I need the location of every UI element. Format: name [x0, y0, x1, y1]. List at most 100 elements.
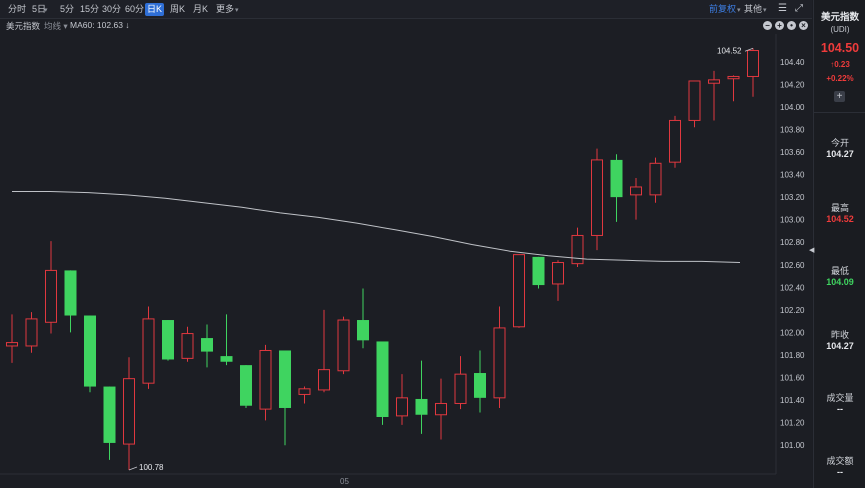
- candle: [415, 360, 428, 434]
- toolbar-menu-icon[interactable]: ☰: [778, 3, 787, 14]
- stat-value: 104.27: [826, 341, 854, 351]
- candle-body: [415, 398, 428, 415]
- candle: [610, 154, 623, 222]
- up-arrow-icon: ↑: [830, 60, 835, 69]
- candle: [84, 315, 96, 393]
- y-tick-label: 101.40: [780, 396, 805, 405]
- candle-body: [64, 270, 77, 316]
- quote-sidebar: ◀ 美元指数 (UDI) 104.50 ↑0.23 +0.22% + 今开 104…: [809, 0, 865, 488]
- period-tab-intraday[interactable]: 分时: [8, 4, 27, 14]
- fullscreen-icon[interactable]: ⤢: [795, 3, 803, 14]
- candle: [123, 357, 135, 470]
- max-annotation: 104.52: [717, 46, 742, 55]
- period-tab-5min[interactable]: 5分: [60, 4, 75, 14]
- adjust-menu[interactable]: 前复权▾: [707, 3, 743, 16]
- candle-body: [162, 320, 174, 360]
- stat-value: 104.09: [826, 277, 854, 287]
- zoom-out-icon[interactable]: −: [763, 21, 772, 30]
- candle: [201, 324, 213, 368]
- candle: [396, 374, 408, 425]
- candle: [259, 344, 272, 421]
- candle: [571, 227, 584, 268]
- candle-body: [142, 318, 155, 384]
- ma-menu[interactable]: 均线 ▾: [44, 21, 68, 31]
- y-tick-label: 101.60: [780, 374, 805, 383]
- candle: [591, 148, 603, 251]
- candle-body: [6, 342, 18, 347]
- candle-body: [396, 397, 408, 417]
- period-tab-monthly[interactable]: 月K: [193, 4, 209, 14]
- candle: [552, 260, 564, 301]
- add-watchlist-icon[interactable]: +: [834, 91, 845, 102]
- price-change-pct: +0.22%: [826, 74, 854, 83]
- period-tab-daily[interactable]: 日K: [145, 3, 165, 16]
- y-tick-label: 101.20: [780, 419, 805, 428]
- period-tab-15min[interactable]: 15分: [80, 4, 100, 14]
- candle: [747, 48, 759, 97]
- y-tick-label: 104.40: [780, 58, 805, 67]
- x-tick-label: 05: [340, 477, 349, 486]
- sidebar-divider: [814, 112, 865, 113]
- candle: [708, 70, 720, 121]
- min-annotation-pointer: [128, 466, 138, 471]
- period-tab-30min[interactable]: 30分: [102, 4, 122, 14]
- candle: [376, 341, 389, 425]
- settings-icon[interactable]: •: [787, 21, 796, 30]
- candle-body: [571, 234, 584, 265]
- instrument-code: (UDI): [830, 25, 850, 34]
- y-tick-label: 102.60: [780, 261, 805, 270]
- candle: [337, 316, 350, 375]
- more-periods-menu[interactable]: 更多▾: [214, 3, 241, 16]
- candle-body: [474, 373, 486, 398]
- chart-area[interactable]: 分时 5日 ▾ 5分 15分 30分 60分 日K 周K 月K 更多▾ 前复权▾…: [0, 0, 812, 488]
- price-change: ↑0.23: [814, 60, 865, 69]
- candle: [162, 320, 174, 361]
- candle: [45, 241, 57, 334]
- ma-menu-label: 均线: [44, 21, 62, 31]
- period-tab-60min[interactable]: 60分: [125, 4, 145, 14]
- stat-label: 最低: [830, 266, 849, 276]
- candle-body: [25, 318, 38, 347]
- chevron-down-icon: ▾: [763, 7, 767, 14]
- adjust-label: 前复权: [709, 4, 737, 14]
- candle: [181, 326, 194, 362]
- stat-value: --: [837, 467, 843, 477]
- other-menu[interactable]: 其他▾: [742, 3, 769, 16]
- candle: [279, 350, 291, 446]
- candle-body: [45, 269, 57, 323]
- y-tick-label: 103.80: [780, 125, 805, 134]
- zoom-in-icon[interactable]: +: [775, 21, 784, 30]
- candle: [64, 270, 77, 333]
- candle-body: [201, 338, 213, 352]
- candle: [493, 306, 506, 408]
- collapse-arrow-icon[interactable]: ◀: [809, 247, 815, 254]
- last-price: 104.50: [820, 41, 860, 55]
- close-icon[interactable]: ×: [799, 21, 808, 30]
- period-tab-weekly[interactable]: 周K: [170, 4, 186, 14]
- y-tick-label: 102.00: [780, 328, 805, 337]
- candle-body: [337, 319, 350, 372]
- candle-body: [708, 79, 720, 84]
- candle: [435, 378, 447, 440]
- period-tab-5day[interactable]: 5日: [32, 4, 47, 14]
- candle-body: [298, 388, 311, 395]
- candle: [630, 177, 642, 220]
- stat-label: 昨收: [830, 330, 849, 340]
- stat-label: 今开: [830, 138, 849, 148]
- candle-body: [279, 350, 291, 408]
- candle-body: [591, 159, 603, 236]
- other-label: 其他: [744, 4, 763, 14]
- candle-body: [630, 186, 642, 196]
- candle: [727, 75, 740, 102]
- y-tick-label: 103.60: [780, 148, 805, 157]
- y-tick-label: 103.40: [780, 171, 805, 180]
- candlestick-chart[interactable]: 104.40 104.20 104.00 103.80 103.60 103.40 103.…: [0, 0, 812, 488]
- candle-body: [747, 50, 759, 77]
- instrument-title: 美元指数: [6, 21, 41, 31]
- period-arrow-icon[interactable]: ▾: [44, 7, 48, 14]
- candle: [298, 386, 311, 404]
- candle: [532, 256, 545, 289]
- candle-body: [688, 80, 701, 121]
- chevron-down-icon: ▾: [235, 7, 239, 14]
- min-annotation: 100.78: [139, 463, 164, 472]
